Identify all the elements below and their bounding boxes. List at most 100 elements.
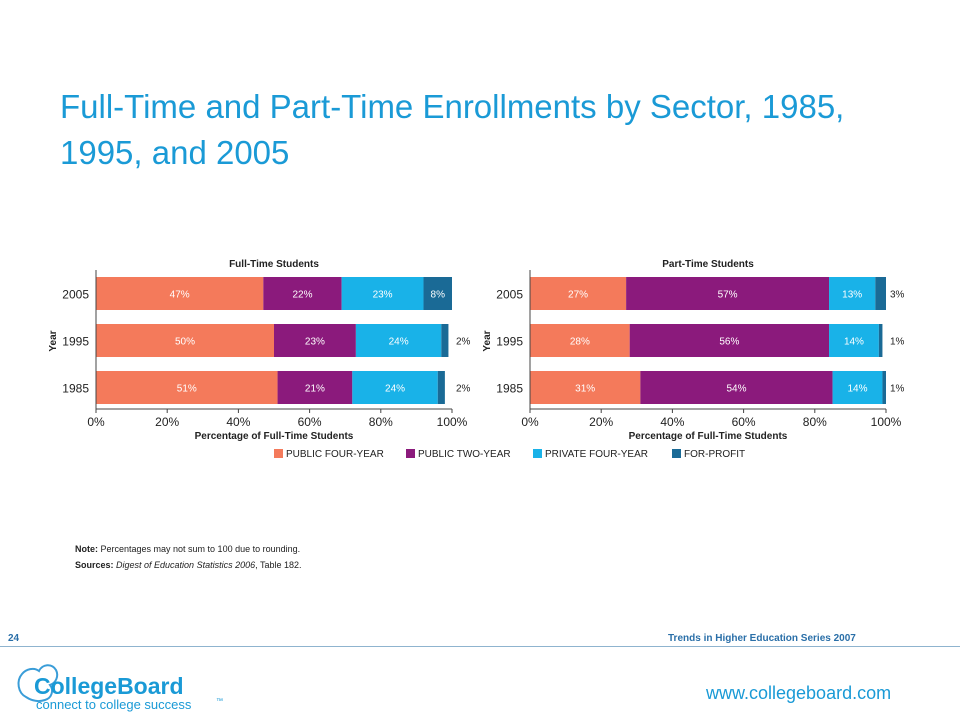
bar-segment — [640, 371, 833, 404]
x-tick-label: 100% — [871, 415, 902, 429]
x-tick-label: 80% — [369, 415, 393, 429]
bar-segment — [441, 324, 449, 357]
bar-value-label: 24% — [385, 384, 405, 395]
bar-value-label: 2% — [456, 384, 471, 395]
x-tick-label: 20% — [155, 415, 179, 429]
bar-value-label: 1% — [890, 384, 905, 395]
y-axis-label: Year — [48, 330, 59, 351]
y-tick-label: 1985 — [496, 382, 523, 396]
legend-swatch — [406, 449, 415, 458]
logo-wordmark: CollegeBoard — [34, 673, 184, 699]
bar-value-label: 23% — [305, 337, 325, 348]
bar-segment — [882, 371, 886, 404]
y-axis-label: Year — [482, 330, 493, 351]
slide-title: Full-Time and Part-Time Enrollments by S… — [60, 88, 845, 171]
bar-segment — [829, 324, 879, 357]
chart-title: Part-Time Students — [662, 259, 754, 270]
legend-swatch — [672, 449, 681, 458]
legend-swatch — [274, 449, 283, 458]
bar-value-label: 13% — [842, 290, 862, 301]
bar-segment — [96, 277, 264, 310]
x-axis-label: Percentage of Full-Time Students — [195, 431, 354, 442]
bar-value-label: 2% — [456, 337, 471, 348]
sources-title: Digest of Education Statistics 2006 — [113, 560, 256, 570]
charts-area: Full-Time Students 47% 22% 23% 8% 2005 50% 23% 2… — [48, 259, 905, 460]
logo-tagline: connect to college success — [36, 697, 192, 712]
bar-segment — [437, 371, 445, 404]
bar-value-label: 50% — [175, 337, 195, 348]
bar-value-label: 56% — [719, 337, 739, 348]
bar-segment — [530, 277, 627, 310]
x-tick-label: 40% — [660, 415, 684, 429]
sources-label: Sources: — [75, 560, 114, 570]
note-text: Percentages may not sum to 100 due to ro… — [98, 544, 301, 554]
y-tick-label: 2005 — [62, 288, 89, 302]
chart-legend: PUBLIC FOUR-YEAR PUBLIC TWO-YEAR PRIVATE F… — [274, 449, 745, 460]
x-tick-label: 100% — [437, 415, 468, 429]
bar-segment — [530, 324, 630, 357]
x-tick-label: 80% — [803, 415, 827, 429]
y-tick-label: 1995 — [62, 335, 89, 349]
bar-value-label: 22% — [292, 290, 312, 301]
legend-label: PRIVATE FOUR-YEAR — [545, 449, 648, 460]
bar-segment — [352, 371, 438, 404]
bar-value-label: 57% — [718, 290, 738, 301]
bar-segment — [355, 324, 442, 357]
bar-segment — [341, 277, 424, 310]
bar-value-label: 1% — [890, 337, 905, 348]
full-time-chart: Full-Time Students 47% 22% 23% 8% 2005 50% 23% 2… — [48, 259, 471, 442]
bar-value-label: 8% — [431, 290, 446, 301]
bar-segment — [530, 371, 641, 404]
y-tick-label: 1985 — [62, 382, 89, 396]
chart-notes: Note: Percentages may not sum to 100 due… — [75, 541, 301, 573]
bar-segment — [277, 371, 353, 404]
x-tick-label: 20% — [589, 415, 613, 429]
bar-segment — [629, 324, 830, 357]
y-tick-label: 2005 — [496, 288, 523, 302]
y-tick-label: 1995 — [496, 335, 523, 349]
website-link[interactable]: www.collegeboard.com — [706, 683, 892, 703]
bar-value-label: 23% — [373, 290, 393, 301]
bar-value-label: 14% — [848, 384, 868, 395]
acorn-logo-icon — [17, 664, 59, 702]
bar-segment — [878, 324, 883, 357]
legend-swatch — [533, 449, 542, 458]
footer-divider — [0, 646, 960, 647]
bar-value-label: 27% — [568, 290, 588, 301]
part-time-chart: Part-Time Students 27% 57% 13% 3% 2005 28% 56% 1… — [482, 259, 905, 442]
bar-segment — [423, 277, 452, 310]
bar-segment — [96, 324, 274, 357]
x-tick-label: 0% — [87, 415, 105, 429]
bar-value-label: 31% — [575, 384, 595, 395]
x-tick-label: 60% — [732, 415, 756, 429]
bar-segment — [274, 324, 356, 357]
bar-value-label: 21% — [305, 384, 325, 395]
collegeboard-logo: CollegeBoard connect to college success … — [17, 664, 223, 712]
legend-label: FOR-PROFIT — [684, 449, 745, 460]
legend-label: PUBLIC TWO-YEAR — [418, 449, 511, 460]
bar-value-label: 47% — [170, 290, 190, 301]
x-tick-label: 60% — [298, 415, 322, 429]
bar-value-label: 24% — [389, 337, 409, 348]
bar-segment — [626, 277, 830, 310]
bar-value-label: 51% — [177, 384, 197, 395]
logo-trademark: ™ — [216, 698, 223, 705]
chart-title: Full-Time Students — [229, 259, 319, 270]
series-title: Trends in Higher Education Series 2007 — [668, 633, 856, 644]
bar-value-label: 54% — [726, 384, 746, 395]
bar-segment — [96, 371, 278, 404]
bar-segment — [875, 277, 886, 310]
note-label: Note: — [75, 544, 98, 554]
bar-segment — [829, 277, 876, 310]
bar-segment — [832, 371, 883, 404]
bar-value-label: 14% — [844, 337, 864, 348]
sources-text: , Table 182. — [255, 560, 302, 570]
bar-value-label: 28% — [570, 337, 590, 348]
bar-value-label: 3% — [890, 290, 905, 301]
x-axis-label: Percentage of Full-Time Students — [629, 431, 788, 442]
x-tick-label: 0% — [521, 415, 539, 429]
x-tick-label: 40% — [226, 415, 250, 429]
bar-segment — [263, 277, 342, 310]
legend-label: PUBLIC FOUR-YEAR — [286, 449, 384, 460]
page-number: 24 — [8, 633, 20, 644]
